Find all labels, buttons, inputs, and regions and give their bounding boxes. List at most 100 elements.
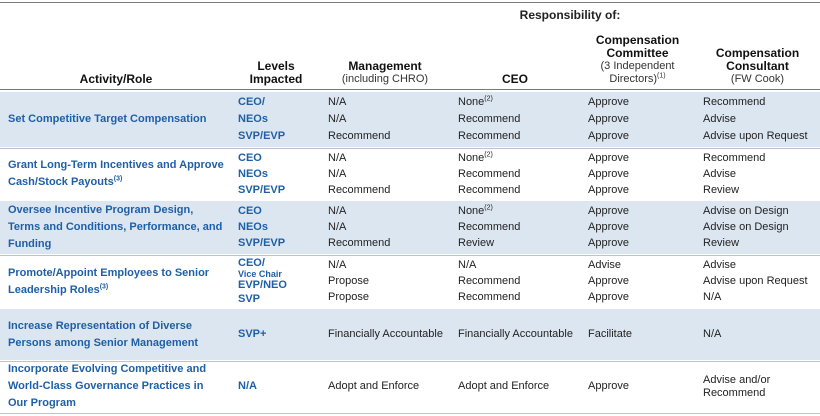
responsibility: N/A bbox=[703, 291, 722, 304]
footnote-ref: (1) bbox=[657, 72, 666, 80]
column-header: CEO bbox=[450, 26, 580, 88]
committee-cell: Facilitate bbox=[580, 309, 695, 360]
responsibility-text: None bbox=[458, 204, 485, 217]
row-rule bbox=[0, 413, 820, 414]
committee-cell: Approve Approve Approve bbox=[580, 201, 695, 254]
responsibility: Advise on Design bbox=[703, 204, 789, 217]
column-subtitle: (FW Cook) bbox=[695, 73, 820, 86]
responsibility: Approve bbox=[588, 113, 629, 125]
column-subtitle: (including CHRO) bbox=[320, 73, 450, 86]
consultant-cell: Recommend Advise Review bbox=[695, 148, 820, 200]
column-title-text: CEO bbox=[501, 72, 528, 86]
responsibility: N/A bbox=[458, 258, 477, 271]
level: NEOs bbox=[238, 220, 268, 233]
activity: Promote/Appoint Employees to Senior Lead… bbox=[8, 265, 226, 299]
activity-text: Grant Long-Term Incentives and Approve C… bbox=[8, 159, 224, 188]
responsibility: Approve bbox=[588, 96, 629, 108]
committee-cell: Approve Approve Approve bbox=[580, 92, 695, 147]
footnote-ref: (2) bbox=[484, 204, 493, 211]
level-text: CEO/ bbox=[238, 257, 265, 270]
responsibility: Recommend bbox=[458, 291, 521, 304]
activity-cell: Promote/Appoint Employees to Senior Lead… bbox=[0, 255, 232, 308]
column-subtitle: (3 Independent Directors)(1) bbox=[580, 60, 695, 86]
column-title: Compensation Consultant bbox=[695, 47, 820, 73]
level: CEO/ bbox=[238, 96, 265, 108]
responsibility: Propose bbox=[328, 274, 369, 287]
ceo-cell: None(2) Recommend Review bbox=[450, 201, 580, 254]
column-title: Activity/Role bbox=[0, 73, 232, 86]
responsibility: Approve bbox=[588, 291, 629, 304]
column-title: Levels Impacted bbox=[232, 60, 320, 86]
responsibility: Advise upon Request bbox=[703, 274, 808, 287]
activity: Oversee Incentive Program Design, Terms … bbox=[8, 204, 223, 250]
level: SVP+ bbox=[238, 328, 267, 340]
level: NEOs bbox=[238, 167, 268, 180]
column-subtitle-text: (FW Cook) bbox=[730, 73, 785, 85]
row-shading bbox=[0, 201, 820, 254]
committee-cell: Approve bbox=[580, 361, 695, 412]
management-cell: Financially Accountable bbox=[320, 309, 450, 360]
activity-cell: Set Competitive Target Compensation bbox=[0, 92, 232, 147]
level: CEO/Vice Chair bbox=[238, 257, 320, 279]
responsibility: Recommend bbox=[458, 167, 521, 180]
column-title: Management bbox=[320, 60, 450, 73]
responsibility: None(2) bbox=[458, 95, 580, 109]
consultant-cell: Advise Advise upon Request N/A bbox=[695, 255, 820, 308]
responsibility: N/A bbox=[328, 220, 347, 233]
row-rule bbox=[0, 148, 820, 149]
consultant-cell: N/A bbox=[695, 309, 820, 360]
responsibility: N/A bbox=[328, 204, 347, 217]
header-rule bbox=[0, 89, 820, 90]
level: SVP bbox=[238, 292, 261, 305]
column-title-text: Activity/Role bbox=[79, 72, 153, 86]
responsibility: Approve bbox=[588, 237, 629, 250]
column-title-text: Compensation Consultant bbox=[715, 46, 800, 73]
level-note: Vice Chair bbox=[238, 269, 282, 280]
level: CEO bbox=[238, 204, 262, 217]
responsibility: Approve bbox=[588, 130, 629, 142]
column-title-text: Management bbox=[348, 59, 422, 73]
responsibility: Recommend bbox=[458, 130, 521, 142]
committee-cell: Approve Approve Approve bbox=[580, 148, 695, 200]
responsibility: None(2) bbox=[458, 204, 580, 218]
row-shading bbox=[0, 92, 820, 147]
footnote-ref: (3) bbox=[113, 175, 123, 183]
responsibility: Financially Accountable bbox=[458, 328, 573, 340]
responsibility: Advise bbox=[588, 258, 622, 271]
activity-text: Promote/Appoint Employees to Senior Lead… bbox=[8, 266, 210, 296]
responsibility: Review bbox=[703, 237, 740, 250]
footnote-ref: (2) bbox=[484, 150, 493, 158]
column-header: Levels Impacted bbox=[232, 26, 320, 88]
level: SVP/EVP bbox=[238, 237, 286, 250]
column-subtitle-text: (including CHRO) bbox=[341, 73, 429, 85]
activity: Grant Long-Term Incentives and Approve C… bbox=[8, 157, 226, 191]
activity-cell: Grant Long-Term Incentives and Approve C… bbox=[0, 148, 232, 200]
management-cell: N/A N/A Recommend bbox=[320, 92, 450, 147]
column-title-text: Levels Impacted bbox=[249, 59, 303, 86]
levels-cell: CEO NEOs SVP/EVP bbox=[232, 201, 320, 254]
responsibility: Approve bbox=[588, 204, 629, 217]
responsibility: Financially Accountable bbox=[328, 328, 443, 340]
responsibility: N/A bbox=[328, 113, 347, 125]
column-title-text: Compensation Committee bbox=[595, 33, 680, 60]
responsibility: Propose bbox=[328, 291, 369, 304]
activity-cell: Incorporate Evolving Competitive and Wor… bbox=[0, 361, 232, 412]
levels-cell: CEO/NEOs SVP/EVP bbox=[232, 92, 320, 147]
level: CEO bbox=[238, 151, 262, 164]
management-cell: Adopt and Enforce bbox=[320, 361, 450, 412]
responsibility: Recommend bbox=[328, 237, 391, 250]
management-cell: N/A N/A Recommend bbox=[320, 201, 450, 254]
column-title: Compensation Committee bbox=[580, 34, 695, 60]
responsibility: Recommend bbox=[703, 96, 766, 108]
responsibility: Advise and/or Recommend bbox=[703, 373, 771, 399]
column-title: CEO bbox=[450, 73, 580, 86]
footnote-ref: (3) bbox=[99, 282, 109, 290]
responsibility: Approve bbox=[588, 151, 629, 164]
responsibility: Recommend bbox=[458, 220, 521, 233]
responsibility: Recommend bbox=[703, 151, 766, 164]
responsibility: N/A bbox=[328, 96, 347, 108]
committee-cell: Advise Approve Approve bbox=[580, 255, 695, 308]
column-header: Activity/Role bbox=[0, 26, 232, 88]
level: EVP/NEO bbox=[238, 279, 287, 292]
